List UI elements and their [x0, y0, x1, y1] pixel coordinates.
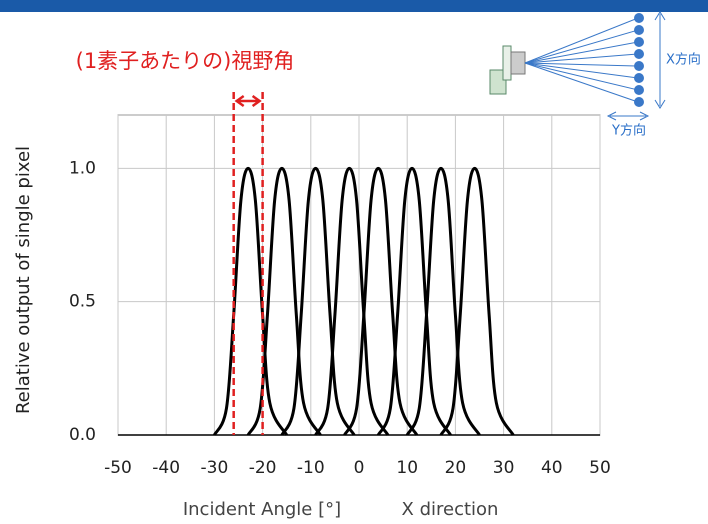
sensor-plate	[503, 46, 511, 80]
x-tick-label: -50	[104, 458, 132, 478]
x-tick-label: -10	[297, 458, 325, 478]
x-axis-title: Incident Angle [°]	[183, 499, 341, 520]
x-tick-label: -40	[152, 458, 180, 478]
x-tick-label: 20	[445, 458, 467, 478]
x-axis-note: X direction	[402, 499, 499, 520]
x-tick-label: 40	[541, 458, 563, 478]
chart: (1素子あたりの)視野角 Relative output of single p…	[0, 0, 708, 524]
x-tick-label: -20	[249, 458, 277, 478]
x-tick-label: 30	[493, 458, 515, 478]
x-tick-label: 10	[396, 458, 418, 478]
sensor-lens	[511, 52, 525, 74]
x-tick-label: 0	[354, 458, 365, 478]
x-dir-label: X方向	[666, 52, 701, 68]
y-tick-label: 0.0	[69, 425, 96, 445]
y-dir-label: Y方向	[611, 123, 646, 139]
y-axis-title: Relative output of single pixel	[13, 146, 34, 414]
y-tick-label: 0.5	[69, 292, 96, 312]
y-tick-label: 1.0	[69, 158, 96, 178]
header-bar	[0, 0, 708, 12]
x-tick-label: -30	[201, 458, 229, 478]
chart-title: (1素子あたりの)視野角	[76, 49, 295, 73]
x-tick-label: 50	[589, 458, 611, 478]
fov-arrow	[237, 96, 260, 106]
